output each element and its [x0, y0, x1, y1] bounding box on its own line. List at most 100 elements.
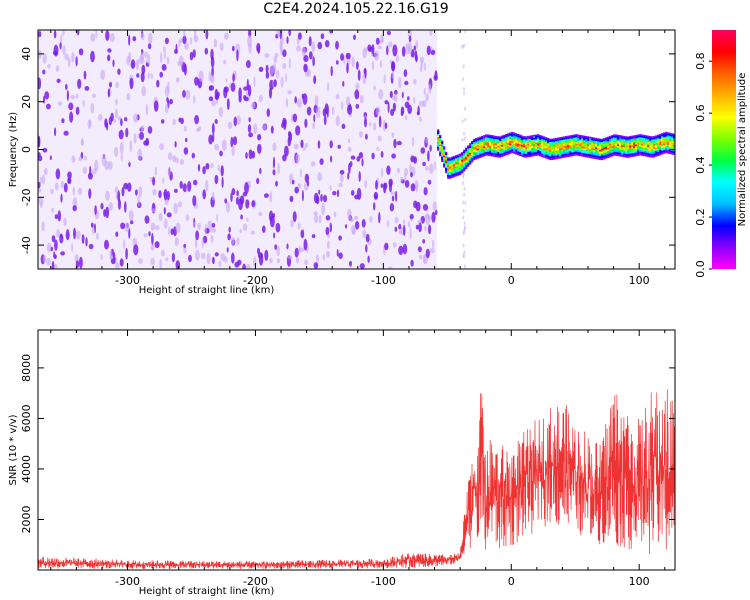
noise-blob — [355, 82, 360, 90]
noise-blob — [150, 72, 154, 80]
noise-blob — [282, 62, 287, 69]
signal-cell — [613, 140, 616, 143]
signal-cell — [673, 141, 675, 144]
signal-cell — [661, 141, 664, 144]
signal-cell — [561, 154, 564, 157]
signal-cell — [657, 136, 660, 139]
signal-cell — [583, 153, 586, 156]
noise-blob — [297, 222, 301, 230]
signal-cell — [575, 138, 578, 142]
signal-cell — [667, 135, 670, 138]
noise-blob — [422, 204, 428, 211]
signal-cell — [581, 148, 584, 151]
signal-cell — [437, 132, 440, 135]
noise-blob — [304, 142, 309, 148]
noise-blob — [136, 73, 140, 78]
signal-cell — [523, 148, 526, 152]
signal-cell — [671, 149, 674, 152]
noise-blob — [329, 140, 333, 149]
signal-cell — [573, 152, 576, 155]
signal-cell — [455, 171, 458, 174]
noise-blob — [59, 233, 64, 244]
noise-blob — [175, 77, 180, 83]
signal-cell — [467, 148, 470, 151]
signal-cell — [649, 147, 652, 150]
signal-cell — [437, 148, 440, 151]
signal-cell — [525, 150, 528, 153]
signal-cell — [533, 149, 536, 152]
signal-cell — [503, 138, 506, 141]
signal-cell — [467, 153, 470, 156]
signal-cell — [521, 146, 524, 149]
signal-cell — [437, 146, 440, 150]
signal-cell — [631, 150, 634, 153]
noise-blob — [118, 129, 124, 140]
noise-blob — [349, 217, 355, 222]
signal-cell — [469, 162, 472, 165]
signal-cell — [471, 150, 474, 153]
signal-cell — [651, 136, 654, 139]
signal-cell — [635, 138, 638, 141]
signal-cell — [527, 139, 530, 142]
signal-cell — [577, 139, 580, 142]
noise-blob — [138, 258, 143, 264]
signal-cell — [545, 138, 548, 141]
noise-blob — [242, 223, 248, 232]
signal-cell — [471, 145, 474, 148]
signal-cell — [635, 142, 638, 146]
signal-cell — [653, 145, 656, 148]
signal-cell — [555, 137, 558, 141]
signal-cell — [661, 145, 664, 149]
signal-cell — [519, 150, 522, 153]
noise-blob — [107, 48, 112, 53]
signal-cell — [449, 173, 452, 176]
signal-cell — [605, 145, 608, 148]
signal-cell — [601, 140, 604, 143]
signal-cell — [535, 136, 538, 139]
signal-cell — [491, 151, 494, 154]
signal-cell — [507, 152, 510, 155]
signal-cell — [663, 151, 666, 154]
signal-cell — [527, 148, 530, 151]
signal-cell — [501, 146, 504, 149]
signal-cell — [627, 146, 630, 149]
signal-cell — [557, 150, 560, 153]
noise-blob — [299, 168, 302, 178]
signal-cell — [611, 139, 614, 143]
colorbar-label: Normalized spectral amplitude — [737, 73, 748, 227]
signal-cell — [545, 153, 548, 156]
signal-cell — [487, 153, 490, 156]
signal-cell — [583, 150, 586, 153]
signal-cell — [493, 146, 496, 149]
signal-cell — [649, 136, 652, 139]
x-axis-label: Height of straight line (km) — [139, 285, 275, 296]
noise-blob — [39, 176, 43, 185]
signal-cell — [455, 172, 458, 175]
signal-cell — [523, 150, 526, 153]
signal-cell — [471, 147, 474, 150]
signal-cell — [469, 152, 472, 155]
signal-cell — [587, 144, 590, 147]
signal-cell — [501, 153, 504, 156]
signal-cell — [641, 147, 644, 150]
noise-blob — [373, 85, 376, 91]
signal-cell — [437, 142, 440, 145]
noise-blob — [183, 63, 187, 76]
signal-cell — [649, 145, 652, 148]
signal-cell — [583, 151, 586, 154]
noise-blob — [218, 106, 224, 118]
signal-cell — [521, 153, 524, 156]
signal-cell — [491, 138, 494, 141]
noise-blob — [364, 117, 367, 128]
signal-cell — [471, 148, 474, 152]
signal-cell — [457, 157, 460, 160]
noise-blob — [330, 155, 333, 163]
signal-cell — [537, 137, 540, 140]
signal-cell — [641, 148, 644, 152]
noise-blob — [317, 41, 323, 50]
signal-cell — [449, 160, 452, 163]
signal-cell — [617, 146, 620, 149]
signal-cell — [535, 142, 538, 145]
noise-blob — [340, 101, 344, 111]
signal-cell — [483, 143, 486, 146]
